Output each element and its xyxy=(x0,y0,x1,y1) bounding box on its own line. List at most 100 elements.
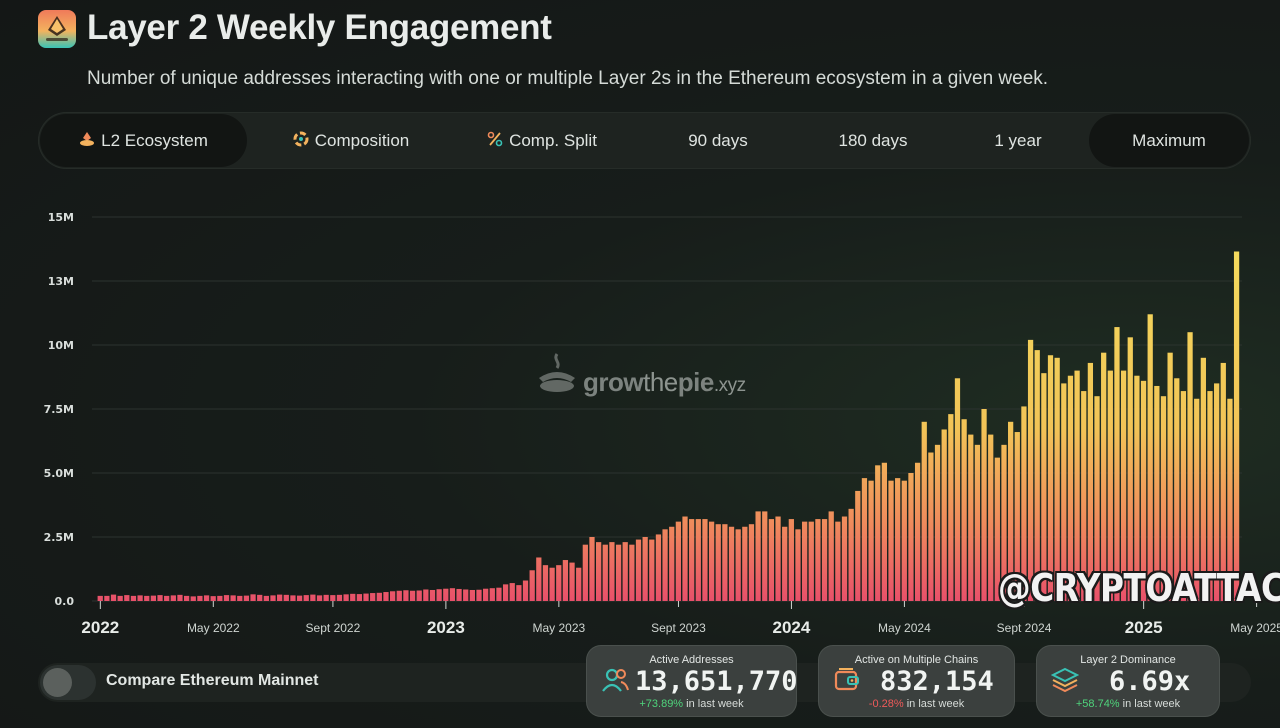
bar[interactable] xyxy=(469,589,475,601)
bar[interactable] xyxy=(1134,375,1140,601)
bar[interactable] xyxy=(728,526,735,601)
bar[interactable] xyxy=(522,580,529,601)
bar[interactable] xyxy=(150,595,157,601)
bar[interactable] xyxy=(183,595,190,601)
bar[interactable] xyxy=(914,462,921,601)
bar[interactable] xyxy=(1200,357,1206,601)
bar[interactable] xyxy=(443,588,449,601)
tab-1-year[interactable]: 1 year xyxy=(994,131,1042,150)
bar[interactable] xyxy=(1081,391,1087,601)
bar[interactable] xyxy=(848,508,854,601)
bar[interactable] xyxy=(649,539,655,601)
bar[interactable] xyxy=(821,519,828,601)
bar[interactable] xyxy=(828,511,834,601)
bar[interactable] xyxy=(1061,383,1067,601)
bar[interactable] xyxy=(210,596,216,601)
bar[interactable] xyxy=(1154,385,1160,601)
bar[interactable] xyxy=(795,529,801,601)
bar[interactable] xyxy=(197,595,203,601)
bar[interactable] xyxy=(1021,406,1027,601)
bar[interactable] xyxy=(788,519,794,601)
bar[interactable] xyxy=(509,583,515,601)
bar[interactable] xyxy=(1187,332,1193,601)
bar[interactable] xyxy=(662,529,668,601)
bar[interactable] xyxy=(868,480,874,601)
bar[interactable] xyxy=(1074,370,1080,601)
bar[interactable] xyxy=(516,585,522,601)
bar[interactable] xyxy=(722,524,728,601)
bar[interactable] xyxy=(396,590,402,601)
bar[interactable] xyxy=(1214,383,1220,601)
bar[interactable] xyxy=(622,542,628,601)
bar[interactable] xyxy=(556,565,562,601)
bar[interactable] xyxy=(994,457,1000,601)
bar[interactable] xyxy=(330,595,336,601)
bar[interactable] xyxy=(343,594,349,601)
bar[interactable] xyxy=(642,537,648,601)
bar[interactable] xyxy=(602,544,608,601)
bar[interactable] xyxy=(137,595,143,601)
bar[interactable] xyxy=(489,588,495,601)
bar[interactable] xyxy=(1001,444,1007,601)
bar[interactable] xyxy=(1147,314,1153,601)
bar[interactable] xyxy=(117,595,123,601)
bar[interactable] xyxy=(549,567,555,601)
bar[interactable] xyxy=(1008,421,1014,601)
bar[interactable] xyxy=(1233,251,1240,601)
bar[interactable] xyxy=(1041,373,1047,601)
bar[interactable] xyxy=(124,595,130,601)
bar[interactable] xyxy=(529,570,535,601)
bar[interactable] xyxy=(775,516,781,601)
bar[interactable] xyxy=(1194,398,1200,601)
bar[interactable] xyxy=(376,592,382,601)
bar[interactable] xyxy=(1027,339,1034,601)
bar[interactable] xyxy=(974,444,981,601)
tab-comp-split[interactable]: Comp. Split xyxy=(456,112,628,169)
bar[interactable] xyxy=(635,539,642,601)
bar[interactable] xyxy=(908,473,914,601)
bar[interactable] xyxy=(263,595,269,601)
bar[interactable] xyxy=(409,590,416,601)
bar[interactable] xyxy=(682,516,688,601)
bar[interactable] xyxy=(290,595,296,601)
bar[interactable] xyxy=(370,593,376,601)
bar[interactable] xyxy=(336,594,343,601)
tab-l2-ecosystem[interactable]: L2 Ecosystem xyxy=(40,114,247,167)
bar[interactable] xyxy=(203,595,210,601)
bar[interactable] xyxy=(921,421,927,601)
bar[interactable] xyxy=(1054,357,1060,601)
bar[interactable] xyxy=(1167,352,1173,601)
bar[interactable] xyxy=(755,511,761,601)
bar[interactable] xyxy=(695,519,701,601)
bar[interactable] xyxy=(250,594,256,601)
bar[interactable] xyxy=(782,526,788,601)
bar[interactable] xyxy=(283,594,289,601)
bar[interactable] xyxy=(237,595,243,601)
bar[interactable] xyxy=(177,594,183,601)
bar[interactable] xyxy=(170,595,176,601)
bar[interactable] xyxy=(316,595,323,601)
bar[interactable] xyxy=(808,521,814,601)
bar[interactable] xyxy=(615,544,622,601)
bar[interactable] xyxy=(296,595,303,601)
bar[interactable] xyxy=(981,409,987,601)
bar[interactable] xyxy=(928,452,934,601)
tab-composition[interactable]: Composition xyxy=(260,112,442,169)
bar[interactable] xyxy=(941,429,947,601)
bar[interactable] xyxy=(968,434,974,601)
bar[interactable] xyxy=(735,529,741,601)
bar[interactable] xyxy=(762,511,768,601)
bar[interactable] xyxy=(130,595,137,601)
tab-90-days[interactable]: 90 days xyxy=(688,131,748,150)
bar[interactable] xyxy=(742,526,748,601)
bar[interactable] xyxy=(569,562,575,601)
bar[interactable] xyxy=(1107,370,1113,601)
bar[interactable] xyxy=(1180,391,1187,601)
bar[interactable] xyxy=(835,521,841,601)
bar[interactable] xyxy=(1034,350,1040,601)
bar[interactable] xyxy=(1140,380,1147,601)
bar[interactable] xyxy=(768,519,775,601)
bar[interactable] xyxy=(861,478,868,601)
bar[interactable] xyxy=(1160,396,1167,601)
bar[interactable] xyxy=(708,521,715,601)
